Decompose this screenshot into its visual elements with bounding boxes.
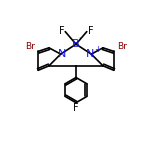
Text: F: F: [59, 26, 64, 36]
Text: B: B: [72, 39, 80, 49]
Text: Br: Br: [25, 42, 35, 51]
Text: F: F: [88, 26, 93, 36]
Text: ⁻: ⁻: [79, 35, 83, 44]
Text: N: N: [57, 49, 66, 59]
Text: F: F: [73, 103, 79, 113]
Text: Br: Br: [117, 42, 127, 51]
Text: N: N: [86, 49, 95, 59]
Text: +: +: [94, 45, 101, 54]
